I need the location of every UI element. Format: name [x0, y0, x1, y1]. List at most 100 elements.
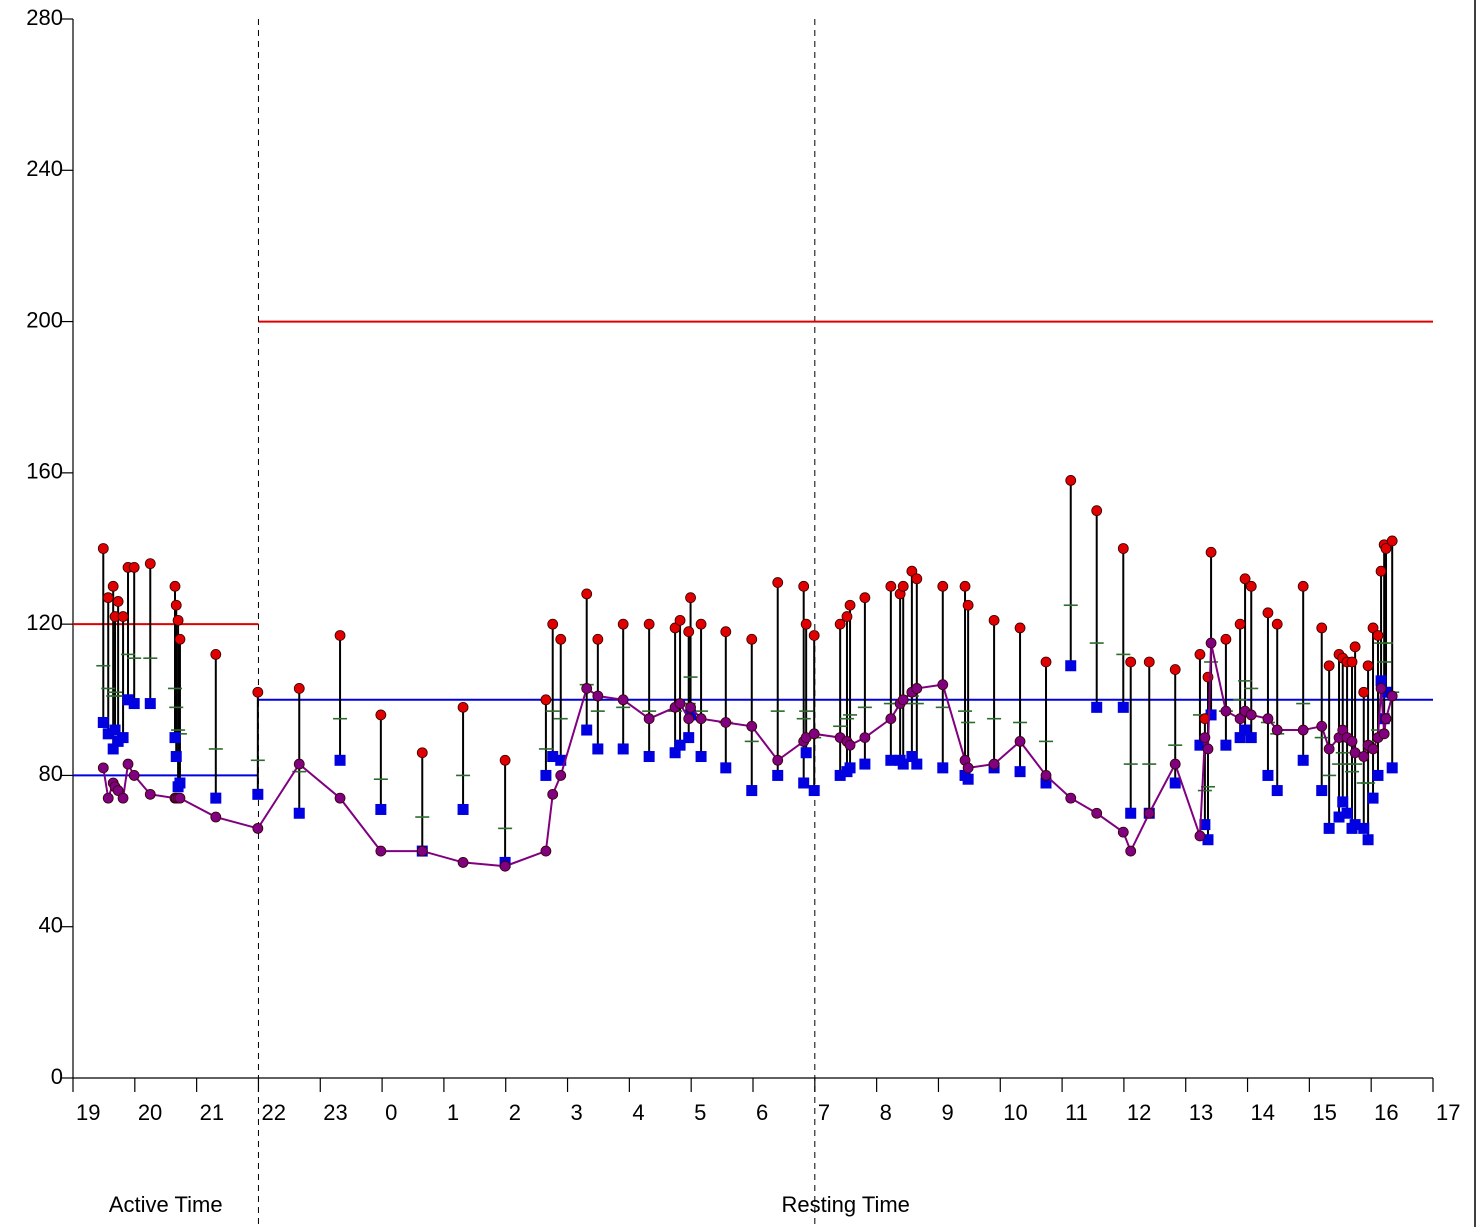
- point: [112, 785, 124, 796]
- point: [1271, 724, 1283, 736]
- period-label: Resting Time: [782, 1192, 910, 1217]
- point: [1358, 686, 1370, 698]
- point: [122, 758, 134, 770]
- square-point: [128, 698, 140, 710]
- square-point: [1169, 777, 1181, 789]
- y-tick-label: 0: [51, 1064, 63, 1089]
- square-point: [169, 732, 181, 744]
- y-tick-label: 40: [39, 913, 63, 938]
- square-point: [1380, 686, 1392, 698]
- point: [1380, 713, 1392, 725]
- point: [1346, 656, 1358, 668]
- square-point: [457, 803, 469, 815]
- point: [798, 580, 810, 592]
- square-point: [1239, 724, 1251, 736]
- point: [1262, 607, 1274, 619]
- point: [1323, 660, 1335, 672]
- point: [962, 599, 974, 611]
- point: [1143, 656, 1155, 668]
- point: [1245, 580, 1257, 592]
- point: [457, 857, 469, 868]
- point: [169, 580, 181, 592]
- x-tick-label: 15: [1312, 1100, 1336, 1125]
- point: [962, 762, 974, 774]
- square-point: [1117, 701, 1129, 713]
- point: [1316, 720, 1328, 732]
- square-point: [592, 743, 604, 755]
- point: [555, 633, 567, 645]
- point: [1014, 622, 1026, 634]
- square-point: [547, 751, 559, 763]
- square-point: [1337, 796, 1349, 808]
- square-point: [170, 751, 182, 763]
- point: [174, 792, 186, 804]
- x-tick-label: 17: [1436, 1100, 1460, 1125]
- point: [172, 614, 184, 626]
- square-point: [897, 758, 909, 770]
- square-point: [962, 773, 974, 785]
- x-tick-label: 10: [1003, 1100, 1027, 1125]
- point: [170, 599, 182, 611]
- square-point: [617, 743, 629, 755]
- square-point: [252, 788, 264, 800]
- point: [808, 728, 820, 740]
- point: [1297, 580, 1309, 592]
- x-tick-label: 1: [447, 1100, 459, 1125]
- square-point: [117, 732, 129, 744]
- point: [375, 845, 387, 857]
- point: [457, 701, 469, 713]
- square-point: [1262, 769, 1274, 781]
- x-tick-label: 19: [76, 1100, 100, 1125]
- point: [800, 618, 812, 630]
- point: [592, 690, 604, 702]
- point: [117, 611, 129, 622]
- square-point: [1297, 754, 1309, 766]
- point: [897, 580, 909, 592]
- point: [1194, 649, 1206, 660]
- point: [1358, 751, 1370, 762]
- square-point: [834, 769, 846, 781]
- point: [643, 618, 655, 630]
- x-tick-label: 5: [694, 1100, 706, 1125]
- point: [375, 709, 387, 721]
- point: [1125, 656, 1137, 668]
- y-tick-label: 120: [26, 610, 63, 635]
- point: [643, 713, 655, 725]
- point: [906, 565, 918, 577]
- square-point: [1349, 819, 1361, 831]
- period-label: Active Time: [109, 1192, 223, 1217]
- x-tick-label: 22: [261, 1100, 285, 1125]
- y-tick-label: 280: [26, 5, 63, 30]
- x-tick-label: 20: [138, 1100, 162, 1125]
- point: [174, 633, 186, 645]
- point: [1143, 807, 1155, 819]
- square-point: [1065, 660, 1077, 672]
- point: [102, 592, 114, 604]
- point: [416, 845, 428, 857]
- x-tick-label: 14: [1251, 1100, 1275, 1125]
- point: [937, 580, 949, 592]
- point: [1346, 735, 1358, 747]
- square-point: [1333, 811, 1345, 823]
- point: [1375, 683, 1387, 694]
- square-point: [97, 716, 109, 728]
- x-tick-label: 7: [818, 1100, 830, 1125]
- point: [1220, 633, 1232, 645]
- point: [988, 614, 1000, 626]
- point: [1040, 656, 1052, 668]
- point: [669, 622, 681, 634]
- point: [128, 562, 140, 573]
- point: [1065, 792, 1077, 804]
- point: [1234, 713, 1246, 725]
- square-point: [1323, 822, 1335, 834]
- point: [1169, 664, 1181, 675]
- square-point: [1040, 777, 1052, 789]
- square-point: [808, 785, 820, 797]
- square-point: [555, 754, 567, 766]
- point: [416, 747, 428, 759]
- point: [1378, 728, 1390, 740]
- point: [808, 630, 820, 641]
- point: [937, 679, 949, 691]
